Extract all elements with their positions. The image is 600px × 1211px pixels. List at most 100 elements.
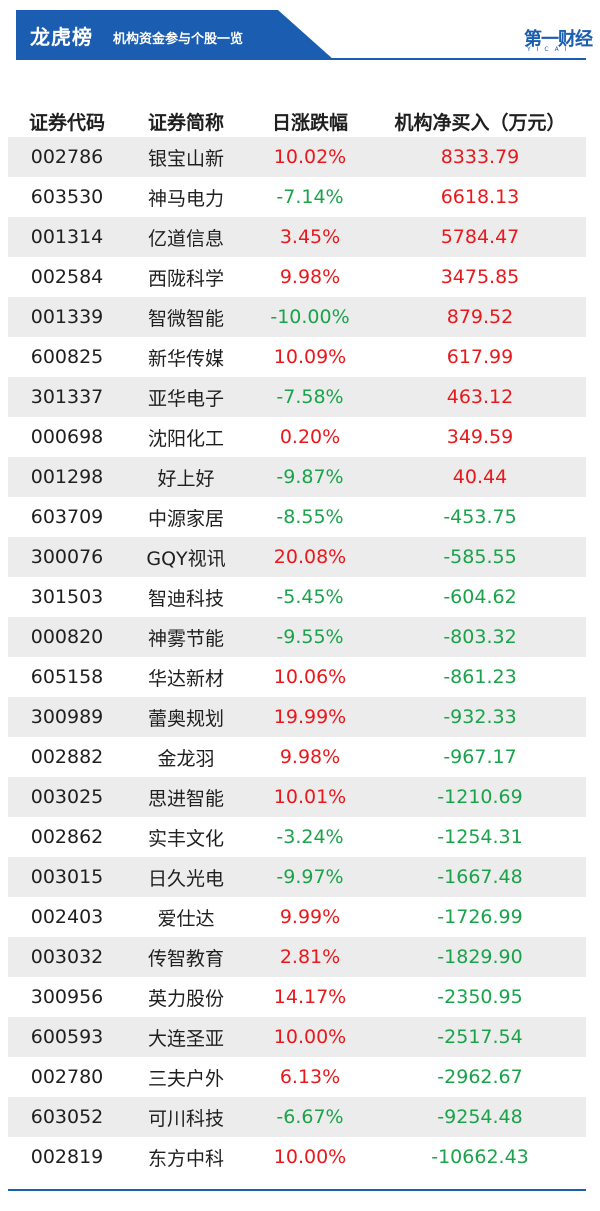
stock-code: 603530: [30, 186, 104, 208]
table-row: 001298 好上好 -9.87% 40.44: [8, 457, 586, 497]
stock-name: 好上好: [157, 467, 215, 490]
daily-change: 3.45%: [279, 226, 341, 248]
bottom-divider: [8, 1189, 586, 1191]
brand-logo: 第一财经: [524, 29, 593, 50]
header-divider: [16, 58, 586, 60]
institution-net-buy: -967.17: [443, 746, 517, 768]
daily-change: 19.99%: [273, 706, 347, 728]
stock-name: 智微智能: [147, 307, 224, 330]
column-header-code: 证券代码: [28, 111, 105, 134]
daily-change: 10.02%: [273, 146, 347, 168]
daily-change: 6.13%: [279, 1066, 341, 1088]
daily-change: -8.55%: [276, 506, 344, 528]
institution-net-buy: -453.75: [443, 506, 517, 528]
table-row: 000698 沈阳化工 0.20% 349.59: [8, 417, 586, 457]
stock-name: 可川科技: [147, 1107, 224, 1130]
column-header-net-buy: 机构净买入（万元）: [394, 111, 566, 134]
header-banner: [16, 10, 334, 60]
daily-change: 9.98%: [279, 746, 341, 768]
table-row: 300076 GQY视讯 20.08% -585.55: [8, 537, 586, 577]
stock-code: 002403: [30, 906, 104, 928]
stock-code: 002882: [30, 746, 104, 768]
table-row: 002819 东方中科 10.00% -10662.43: [8, 1137, 586, 1177]
table-row: 003015 日久光电 -9.97% -1667.48: [8, 857, 586, 897]
page-subtitle: 机构资金参与个股一览: [113, 32, 244, 47]
table-row: 002862 实丰文化 -3.24% -1254.31: [8, 817, 586, 857]
table-row: 603709 中源家居 -8.55% -453.75: [8, 497, 586, 537]
table-row: 301503 智迪科技 -5.45% -604.62: [8, 577, 586, 617]
stock-code: 002786: [30, 146, 104, 168]
table-row: 300989 蕾奥规划 19.99% -932.33: [8, 697, 586, 737]
stock-name: 金龙羽: [157, 747, 215, 770]
daily-change: 10.00%: [273, 1026, 347, 1048]
stock-code: 002819: [30, 1146, 104, 1168]
daily-change: -7.58%: [276, 386, 344, 408]
stock-name: 蕾奥规划: [147, 707, 224, 730]
institution-net-buy: 8333.79: [440, 146, 520, 168]
page-title: 龙虎榜: [30, 25, 93, 49]
institution-net-buy: -585.55: [443, 546, 517, 568]
daily-change: -3.24%: [276, 826, 344, 848]
stock-name: 三夫户外: [147, 1067, 224, 1090]
table-row: 600593 大连圣亚 10.00% -2517.54: [8, 1017, 586, 1057]
stock-code: 603709: [30, 506, 104, 528]
stock-name: 传智教育: [147, 947, 224, 970]
institution-net-buy: 879.52: [446, 306, 514, 328]
page-header: 龙虎榜 机构资金参与个股一览 第一财经 YICAI: [0, 0, 600, 62]
table-row: 002403 爱仕达 9.99% -1726.99: [8, 897, 586, 937]
stock-code: 600825: [30, 346, 104, 368]
stock-name: 中源家居: [147, 507, 224, 530]
institution-net-buy: -1667.48: [437, 866, 523, 888]
stock-code: 300956: [30, 986, 104, 1008]
stock-code: 000698: [30, 426, 104, 448]
daily-change: -7.14%: [276, 186, 344, 208]
daily-change: -9.87%: [276, 466, 344, 488]
table-row: 603530 神马电力 -7.14% 6618.13: [8, 177, 586, 217]
institution-net-buy: 3475.85: [440, 266, 520, 288]
daily-change: 9.98%: [279, 266, 341, 288]
stock-code: 003032: [30, 946, 104, 968]
table-row: 605158 华达新材 10.06% -861.23: [8, 657, 586, 697]
institution-net-buy: -1254.31: [437, 826, 523, 848]
table-row: 002584 西陇科学 9.98% 3475.85: [8, 257, 586, 297]
stock-code: 001339: [30, 306, 104, 328]
stock-code: 001298: [30, 466, 104, 488]
stock-code: 300076: [30, 546, 104, 568]
table-row: 600825 新华传媒 10.09% 617.99: [8, 337, 586, 377]
daily-change: 10.00%: [273, 1146, 347, 1168]
daily-change: -10.00%: [270, 306, 350, 328]
institution-net-buy: 5784.47: [440, 226, 520, 248]
table-row: 003025 思进智能 10.01% -1210.69: [8, 777, 586, 817]
institution-net-buy: -2962.67: [437, 1066, 523, 1088]
table-row: 001339 智微智能 -10.00% 879.52: [8, 297, 586, 337]
institution-net-buy: 40.44: [452, 466, 508, 488]
stock-code: 003025: [30, 786, 104, 808]
daily-change: -9.97%: [276, 866, 344, 888]
stock-code: 603052: [30, 1106, 104, 1128]
stock-name: 智迪科技: [147, 587, 224, 610]
table-row: 301337 亚华电子 -7.58% 463.12: [8, 377, 586, 417]
stock-name: 银宝山新: [147, 147, 224, 170]
stock-code: 002584: [30, 266, 104, 288]
stock-code: 000820: [30, 626, 104, 648]
institution-net-buy: -10662.43: [431, 1146, 529, 1168]
stock-code: 301503: [30, 586, 104, 608]
institution-net-buy: -1210.69: [437, 786, 523, 808]
column-header-name: 证券简称: [147, 111, 224, 134]
stock-name: 神雾节能: [147, 627, 224, 650]
institution-net-buy: -1726.99: [437, 906, 523, 928]
daily-change: 0.20%: [279, 426, 341, 448]
stock-name: 东方中科: [147, 1147, 224, 1170]
table-row: 603052 可川科技 -6.67% -9254.48: [8, 1097, 586, 1137]
daily-change: -9.55%: [276, 626, 344, 648]
institution-net-buy: 617.99: [446, 346, 514, 368]
stock-name: 西陇科学: [147, 267, 224, 290]
brand-logo-sub: YICAI: [527, 46, 573, 53]
table-row: 002786 银宝山新 10.02% 8333.79: [8, 137, 586, 177]
table-body: 002786 银宝山新 10.02% 8333.79 603530 神马电力 -7.14% 6…: [8, 137, 586, 1177]
daily-change: 20.08%: [273, 546, 347, 568]
table-header: 证券代码 证券简称 日涨跌幅 机构净买入（万元）: [8, 105, 586, 137]
stock-name: 亚华电子: [147, 387, 224, 410]
stock-name: 思进智能: [147, 787, 224, 810]
stock-name: 爱仕达: [157, 907, 215, 930]
